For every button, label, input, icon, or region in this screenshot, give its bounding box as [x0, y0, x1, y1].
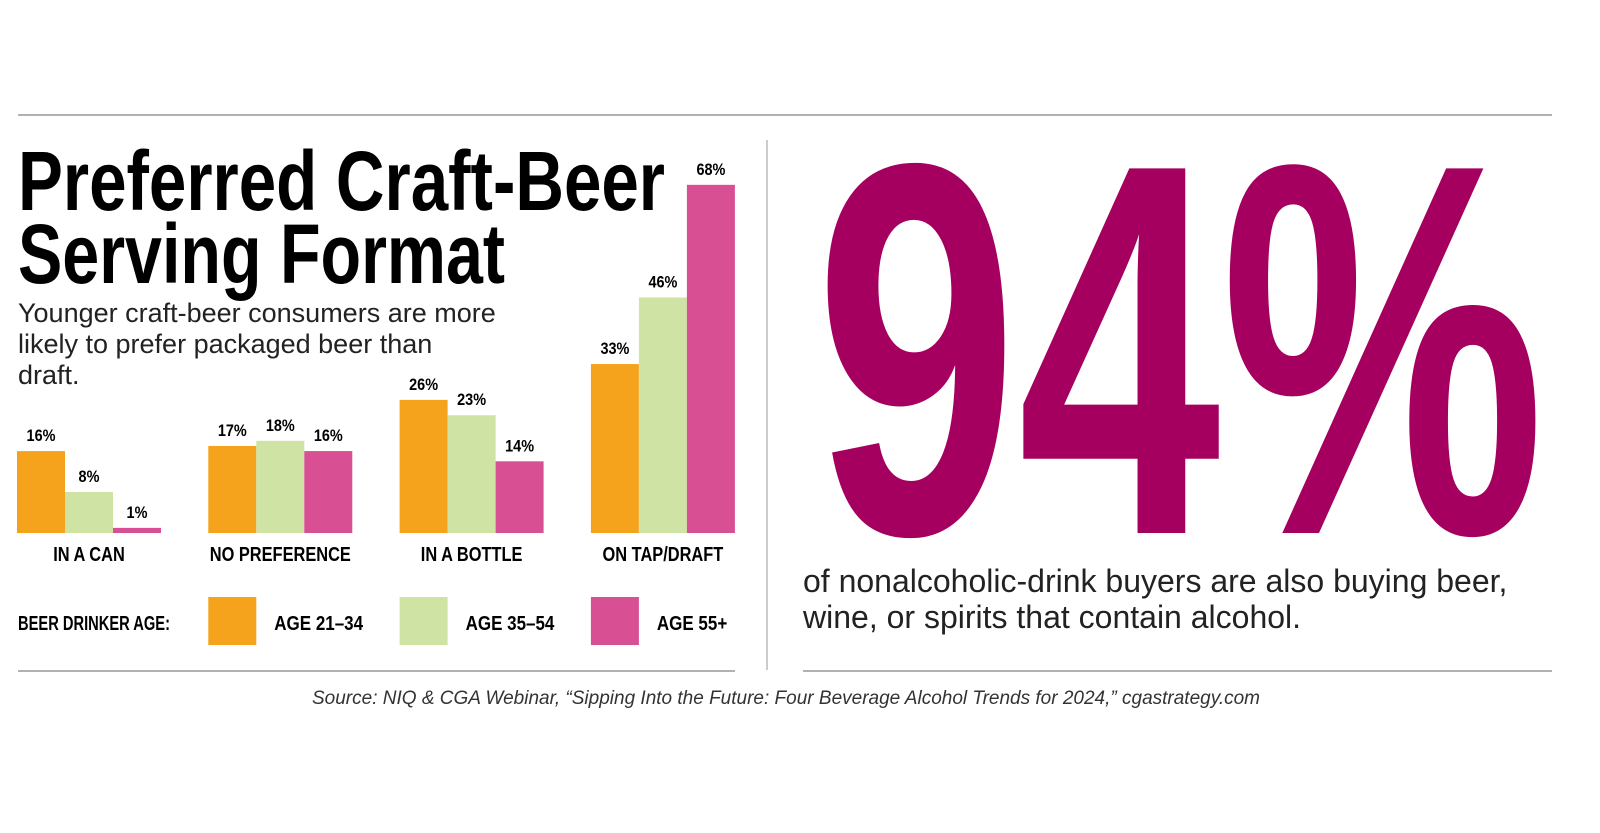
value-label: 46% — [648, 273, 677, 291]
bar — [256, 440, 305, 533]
legend-swatch — [208, 597, 257, 645]
bar — [304, 451, 353, 533]
value-label: 16% — [27, 427, 56, 445]
value-label: 17% — [218, 422, 247, 440]
value-label: 14% — [505, 437, 534, 455]
bar — [399, 399, 448, 533]
value-label: 8% — [79, 468, 100, 486]
bar — [495, 461, 544, 533]
x-tick-label: IN A CAN — [53, 542, 125, 565]
bar — [447, 415, 496, 533]
bar — [17, 451, 65, 533]
chart-title: Preferred Craft-Beer — [18, 134, 665, 228]
legend-label: AGE 21–34 — [274, 612, 363, 635]
x-tick-label: ON TAP/DRAFT — [603, 542, 724, 565]
value-label: 33% — [600, 340, 629, 358]
stat-text: of nonalcoholic-drink buyers are also bu… — [803, 563, 1508, 635]
value-label: 68% — [696, 161, 725, 179]
stat-figure: 94% — [815, 54, 1545, 646]
bar — [590, 364, 639, 533]
legend-label: AGE 55+ — [657, 612, 728, 635]
bar — [65, 492, 113, 533]
value-label: 26% — [409, 376, 438, 394]
bar — [113, 527, 161, 533]
subtitle: Younger craft-beer consumers are more li… — [18, 298, 496, 390]
value-label: 1% — [127, 504, 148, 522]
legend-swatch — [399, 597, 448, 645]
value-label: 23% — [457, 391, 486, 409]
bar — [208, 445, 257, 533]
value-label: 16% — [314, 427, 343, 445]
legend-label: AGE 35–54 — [466, 612, 555, 635]
legend-swatch — [590, 597, 639, 645]
bar — [638, 297, 687, 533]
x-tick-label: IN A BOTTLE — [421, 542, 523, 565]
x-tick-label: NO PREFERENCE — [210, 542, 351, 565]
legend-title: BEER DRINKER AGE: — [18, 613, 170, 635]
bar — [686, 184, 735, 533]
source: Source: NIQ & CGA Webinar, “Sipping Into… — [312, 688, 1260, 709]
value-label: 18% — [266, 417, 295, 435]
chart-title: Serving Format — [18, 207, 505, 301]
